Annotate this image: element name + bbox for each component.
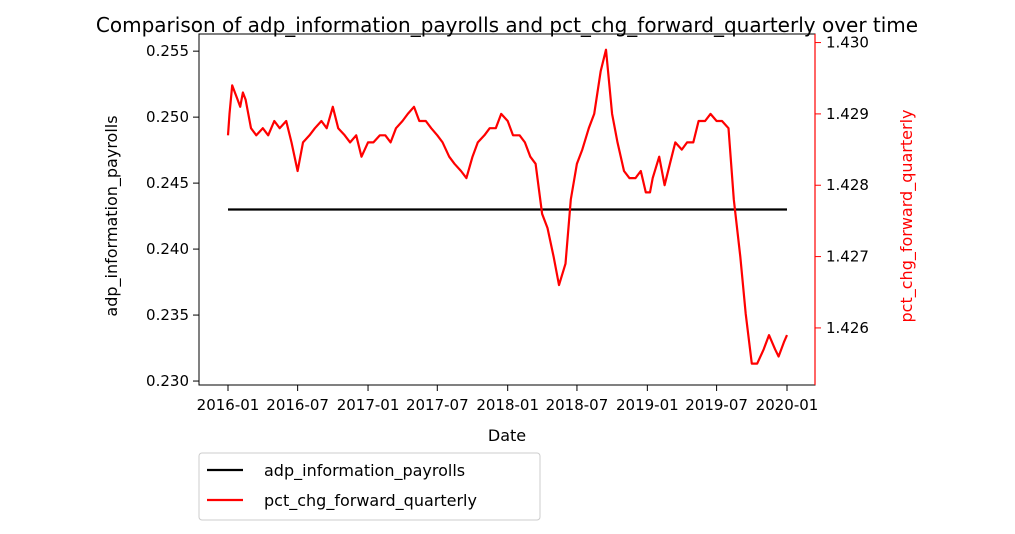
y-left-tick-label: 0.250 — [146, 108, 189, 126]
y-left-tick-label: 0.235 — [146, 306, 189, 324]
x-axis: 2016-01 2016-07 2017-01 2017-07 2018-01 2018-… — [197, 385, 819, 414]
y-right-tick-label: 1.427 — [826, 248, 869, 266]
x-tick-label: 2020-01 — [756, 396, 819, 414]
x-tick-label: 2016-07 — [266, 396, 329, 414]
y-left-tick-label: 0.255 — [146, 42, 189, 60]
series-line-pct_chg_forward_quarterly — [226, 48, 789, 365]
x-tick-label: 2016-01 — [197, 396, 260, 414]
legend: adp_information_payrolls pct_chg_forward… — [198, 452, 541, 521]
y-right-tick-label: 1.430 — [826, 34, 869, 52]
y-axis-right: 1.426 1.427 1.428 1.429 1.430 — [814, 34, 869, 385]
y-axis-left: 0.230 0.235 0.240 0.245 0.250 0.255 — [146, 42, 199, 390]
x-tick-label: 2017-01 — [337, 396, 400, 414]
y-right-tick-label: 1.426 — [826, 319, 869, 337]
y-right-tick-label: 1.429 — [826, 105, 869, 123]
legend-label-adp: adp_information_payrolls — [264, 461, 465, 481]
y-left-tick-label: 0.240 — [146, 240, 189, 258]
x-tick-label: 2019-07 — [685, 396, 748, 414]
y-right-tick-label: 1.428 — [826, 176, 869, 194]
x-axis-label: Date — [488, 426, 526, 445]
x-tick-label: 2019-01 — [616, 396, 679, 414]
legend-box — [198, 452, 541, 521]
y-axis-right-label: pct_chg_forward_quarterly — [897, 110, 917, 323]
x-tick-label: 2017-07 — [406, 396, 469, 414]
chart-title: Comparison of adp_information_payrolls a… — [96, 13, 918, 37]
x-tick-label: 2018-01 — [476, 396, 539, 414]
y-left-tick-label: 0.245 — [146, 174, 189, 192]
y-left-tick-label: 0.230 — [146, 372, 189, 390]
x-tick-label: 2018-07 — [546, 396, 609, 414]
plot-lines — [226, 48, 789, 365]
y-axis-left-label: adp_information_payrolls — [102, 115, 122, 316]
legend-label-pct: pct_chg_forward_quarterly — [264, 491, 477, 511]
